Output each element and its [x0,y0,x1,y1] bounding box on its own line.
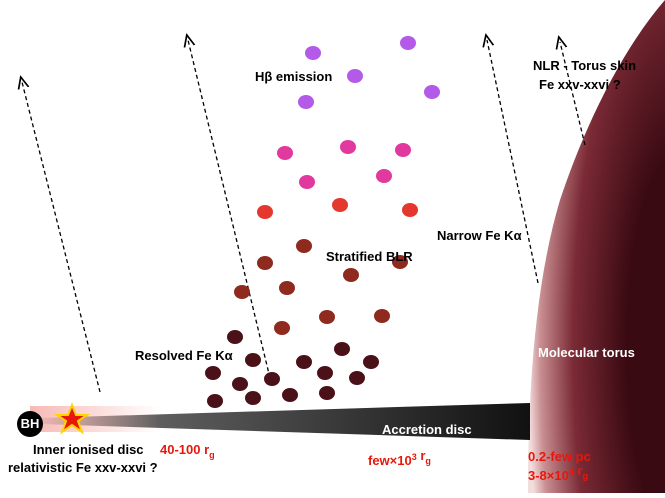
label-part: r [417,448,426,463]
label: Fe xxv-xxvi ? [539,77,621,92]
label: Stratified BLR [326,249,413,264]
cloud [298,95,314,109]
label: Inner ionised disc [33,442,144,457]
cloud [245,391,261,405]
cloud [376,169,392,183]
arrow [22,82,101,393]
cloud [319,310,335,324]
cloud [340,140,356,154]
cloud [234,285,250,299]
cloud [264,372,280,386]
cloud [343,268,359,282]
inner-disc [30,406,160,432]
cloud [319,386,335,400]
cloud [334,342,350,356]
cloud [400,36,416,50]
cloud [279,281,295,295]
accretion-disc [40,403,530,440]
cloud [257,256,273,270]
cloud [317,366,333,380]
cloud [424,85,440,99]
cloud [349,371,365,385]
arrow [560,42,586,146]
cloud [347,69,363,83]
torus [528,0,665,493]
label: Hβ emission [255,69,332,84]
label-part: 4 [569,467,574,477]
label: relativistic Fe xxv-xxvi ? [8,460,158,475]
arrow [188,40,271,379]
cloud [332,198,348,212]
cloud [207,394,223,408]
label: Narrow Fe Kα [437,228,522,243]
label: 3-8×104 rg [528,463,588,483]
label-part: g [209,450,215,460]
label: few×103 rg [368,448,431,468]
label-part: g [425,456,431,466]
arrow [487,40,539,284]
label: Molecular torus [538,345,635,360]
cloud [299,175,315,189]
cloud [296,239,312,253]
cloud [395,143,411,157]
cloud [305,46,321,60]
cloud [245,353,261,367]
cloud [232,377,248,391]
cloud [363,355,379,369]
bh-label: BH [21,416,40,431]
label: 0.2-few pc [528,449,591,464]
cloud [257,205,273,219]
label-part: 3-8×10 [528,468,569,483]
label-part: 3 [412,452,417,462]
label: NLR - Torus skin [533,58,636,73]
cloud [274,321,290,335]
label: Resolved Fe Kα [135,348,233,363]
label: 40-100 rg [160,442,215,460]
label: Accretion disc [382,422,472,437]
cloud [282,388,298,402]
cloud [402,203,418,217]
label-part: few×10 [368,453,412,468]
cloud [205,366,221,380]
black-hole [17,411,43,437]
label-part: g [583,471,589,481]
cloud [277,146,293,160]
clouds [205,36,440,408]
star [53,402,91,435]
label-part: 40-100 r [160,442,209,457]
cloud [296,355,312,369]
cloud [392,255,408,269]
cloud [374,309,390,323]
arrows [22,40,586,393]
cloud [227,330,243,344]
label-part: r [574,463,583,478]
